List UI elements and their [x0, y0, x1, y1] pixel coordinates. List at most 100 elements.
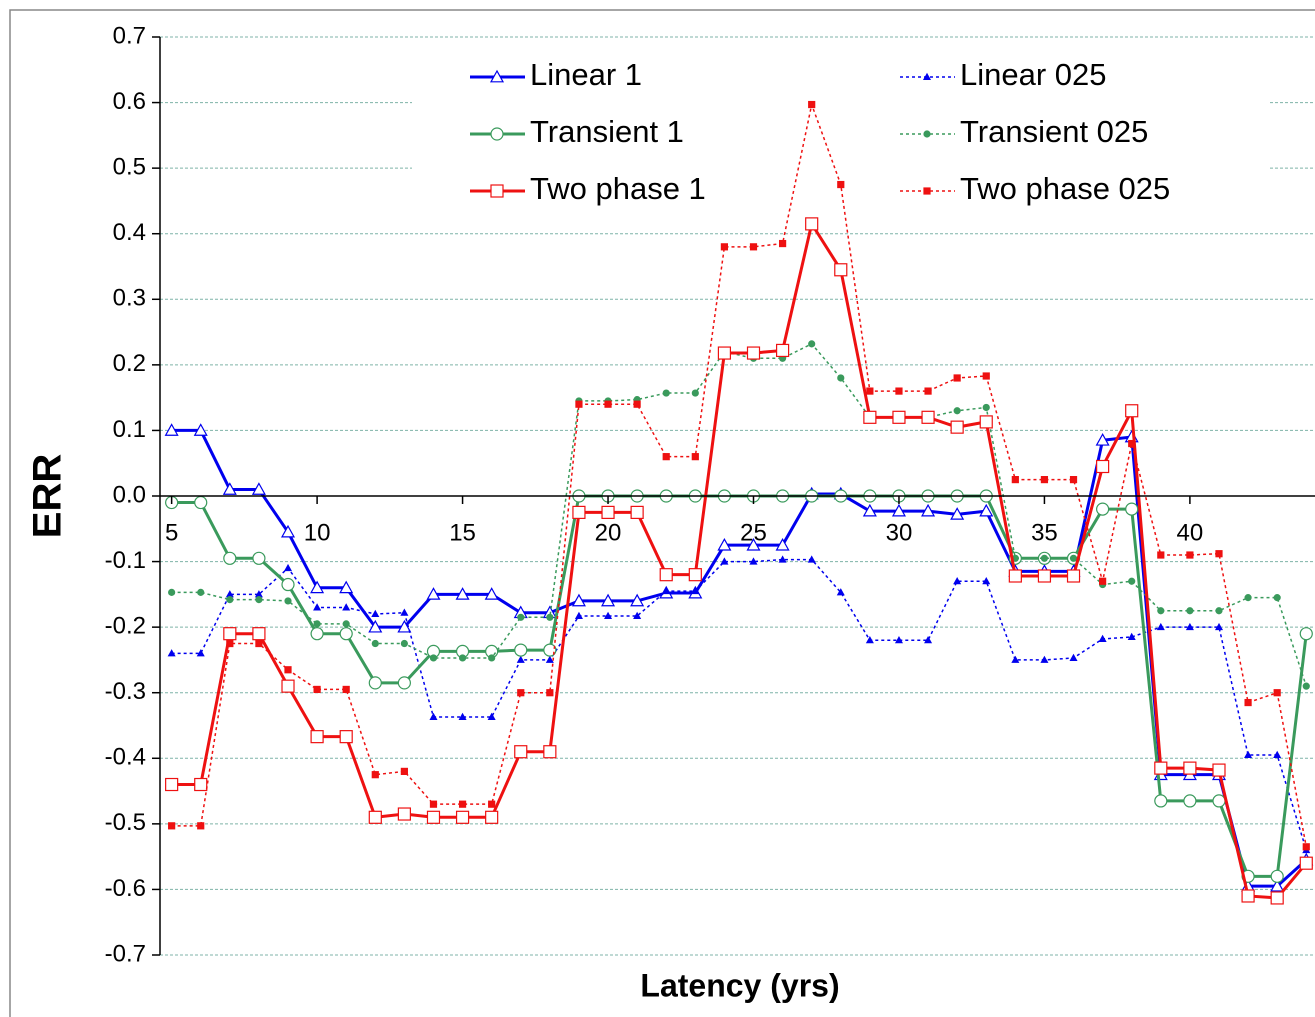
- x-tick-label: 25: [740, 519, 767, 546]
- point: [1069, 653, 1078, 661]
- y-tick-label: -0.1: [105, 547, 146, 574]
- point: [1011, 476, 1019, 484]
- point: [252, 627, 266, 641]
- point: [284, 597, 292, 605]
- point: [979, 415, 993, 429]
- point: [807, 555, 816, 563]
- point: [400, 608, 409, 616]
- point: [1270, 878, 1285, 892]
- x-tick-label: 20: [595, 519, 622, 546]
- point: [1069, 476, 1078, 484]
- point: [458, 654, 467, 662]
- point: [1095, 433, 1110, 446]
- point: [1183, 761, 1197, 775]
- point: [746, 346, 761, 360]
- point: [397, 676, 411, 690]
- point: [1244, 750, 1253, 759]
- y-tick-label: -0.7: [105, 940, 146, 967]
- point: [1186, 607, 1194, 615]
- point: [982, 372, 990, 380]
- point: [397, 619, 412, 633]
- y-tick-label: 0.3: [113, 285, 146, 312]
- point: [979, 503, 994, 517]
- legend-label: Linear 1: [530, 57, 642, 92]
- point: [222, 482, 237, 495]
- point: [1215, 607, 1223, 615]
- point: [546, 613, 554, 621]
- point: [313, 685, 321, 694]
- point: [836, 588, 845, 596]
- point: [775, 343, 790, 358]
- point: [194, 777, 208, 792]
- point: [485, 810, 499, 824]
- point: [1125, 404, 1139, 418]
- point: [280, 524, 296, 538]
- point: [339, 627, 353, 641]
- y-tick-label: -0.4: [105, 744, 146, 771]
- point: [339, 580, 354, 594]
- point: [165, 777, 179, 792]
- legend-marker: [490, 127, 504, 141]
- point: [429, 800, 438, 808]
- series-line: [171, 220, 1308, 900]
- point: [1214, 622, 1224, 631]
- point: [1098, 634, 1107, 642]
- point: [223, 627, 237, 641]
- point: [837, 180, 845, 189]
- point: [571, 593, 586, 607]
- point: [1244, 594, 1252, 602]
- legend-label: Transient 1: [530, 114, 684, 149]
- point: [1154, 794, 1168, 808]
- y-tick-label: 0.0: [113, 481, 146, 508]
- point: [892, 410, 906, 424]
- point: [226, 639, 234, 648]
- point: [1040, 476, 1049, 484]
- point: [1040, 554, 1049, 562]
- point: [1157, 607, 1165, 615]
- point: [1096, 502, 1110, 516]
- legend-marker: [922, 72, 932, 81]
- point: [924, 387, 932, 395]
- point: [633, 611, 642, 619]
- point: [808, 340, 816, 348]
- series-line: [171, 342, 1307, 687]
- point: [1270, 891, 1284, 905]
- series-line: [171, 558, 1307, 851]
- point: [1127, 632, 1136, 640]
- point: [1185, 622, 1194, 631]
- point: [458, 712, 467, 720]
- point: [368, 619, 383, 633]
- x-tick-label: 5: [165, 519, 178, 546]
- point: [1040, 655, 1049, 663]
- x-tick-label: 15: [449, 519, 476, 546]
- point: [197, 588, 205, 596]
- x-axis-label: Latency (yrs): [640, 967, 839, 1003]
- point: [630, 593, 645, 607]
- y-tick-label: -0.3: [105, 678, 146, 705]
- point: [601, 505, 615, 519]
- point: [342, 603, 351, 611]
- point: [1299, 627, 1313, 641]
- y-axis-label: ERR: [26, 454, 70, 539]
- point: [633, 400, 641, 408]
- point: [604, 611, 613, 619]
- point: [862, 503, 877, 517]
- point: [1128, 439, 1136, 448]
- point: [1154, 761, 1168, 775]
- point: [543, 643, 557, 657]
- point: [1299, 856, 1313, 870]
- point: [691, 389, 699, 397]
- point: [717, 537, 732, 551]
- point: [1273, 750, 1282, 759]
- point: [543, 745, 557, 759]
- point: [400, 639, 408, 648]
- point: [168, 588, 176, 596]
- point: [1215, 550, 1223, 558]
- point: [1241, 889, 1255, 903]
- point: [924, 636, 933, 644]
- point: [1157, 551, 1165, 559]
- point: [310, 627, 324, 641]
- point: [778, 239, 787, 248]
- point: [517, 613, 525, 621]
- y-tick-label: -0.2: [105, 612, 146, 639]
